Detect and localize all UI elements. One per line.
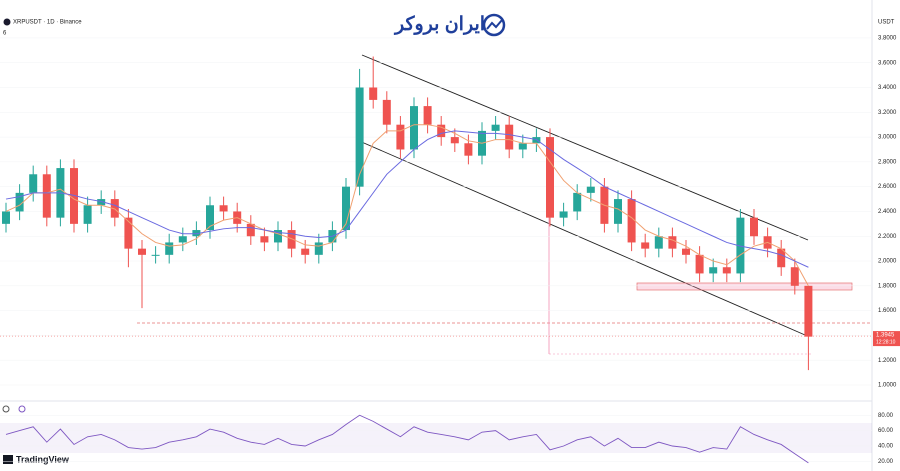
- moving-average: [5, 130, 809, 268]
- candle-body: [654, 236, 663, 249]
- tv-logo: [3, 455, 13, 464]
- candle-body: [274, 230, 282, 243]
- candle-body: [573, 192, 582, 212]
- zone: [636, 282, 853, 291]
- symbol-title: XRPUSDT · 1D · Binance: [13, 20, 82, 26]
- y-tick-label: 3.0000: [878, 135, 897, 141]
- candle-body: [709, 267, 718, 274]
- candle-body: [627, 199, 636, 243]
- indicator-count: 6: [3, 31, 7, 37]
- y-tick-label: 1.6000: [878, 308, 897, 314]
- candle-body: [668, 236, 677, 249]
- candle-body: [342, 186, 350, 231]
- brand-icon: [482, 13, 506, 37]
- visibility-icon: [2, 405, 10, 413]
- candle-body: [2, 211, 10, 224]
- brand-icon-line: [486, 19, 503, 30]
- candle-body: [410, 106, 418, 150]
- y-tick-label: 3.6000: [878, 60, 897, 66]
- indicator-icon: [18, 405, 26, 413]
- y-tick-label: 1.2000: [878, 358, 897, 364]
- channel-upper: [361, 54, 809, 241]
- candle-body: [804, 285, 813, 337]
- candle-body: [83, 205, 92, 224]
- symbol-icon: [3, 18, 11, 26]
- y-tick-label: 3.2000: [878, 110, 897, 116]
- candle-body: [15, 192, 24, 212]
- candle-body: [546, 137, 554, 218]
- candle-body: [695, 254, 704, 274]
- candle-body: [722, 267, 731, 274]
- candle-body: [464, 143, 473, 156]
- brand-logo: ایران بروکر: [393, 13, 506, 37]
- candle-body: [450, 137, 459, 144]
- last-price-label: 1.3945: [876, 333, 895, 339]
- candle-body: [559, 211, 568, 218]
- y-tick-label: 1.8000: [878, 283, 897, 289]
- y-tick-label: 2.6000: [878, 184, 897, 190]
- candle-body: [790, 267, 799, 286]
- candle-body: [70, 168, 78, 224]
- candle-body: [314, 242, 323, 255]
- footer-brand: TradingView: [16, 454, 70, 464]
- y-tick-label: 3.4000: [878, 85, 897, 91]
- channel-lower: [356, 139, 806, 336]
- last-price-box: [873, 331, 900, 347]
- candle-body: [29, 174, 38, 193]
- moving-average: [5, 124, 809, 287]
- candle-body: [246, 223, 255, 237]
- y-tick-label: 2.4000: [878, 209, 897, 215]
- candle-body: [396, 124, 405, 150]
- brand-name: ایران بروکر: [393, 14, 485, 35]
- candle-body: [287, 230, 296, 249]
- y-tick-label: 1.0000: [878, 383, 897, 389]
- candle-body: [110, 199, 119, 218]
- candle-body: [219, 205, 228, 212]
- candle-body: [491, 124, 500, 131]
- candle-body: [750, 217, 758, 237]
- candle-body: [437, 124, 446, 138]
- candle-body: [423, 106, 432, 125]
- y-tick-label: 2.8000: [878, 159, 897, 165]
- candle-body: [614, 199, 622, 224]
- candle-body: [682, 248, 690, 255]
- y-tick-label: 2.2000: [878, 234, 897, 240]
- candle-body: [192, 230, 201, 237]
- countdown: 12:28:10: [876, 339, 896, 345]
- rsi-line: [5, 414, 809, 464]
- candle-body: [260, 236, 269, 243]
- candle-body: [532, 137, 541, 144]
- candle-body: [165, 242, 174, 255]
- candle-body: [382, 99, 391, 125]
- candle-body: [777, 248, 786, 268]
- candle-body: [586, 186, 595, 193]
- candle-body: [518, 143, 527, 150]
- candle-body: [42, 174, 51, 218]
- y-tick-label: 80.00: [878, 413, 894, 419]
- candle-body: [301, 248, 310, 255]
- candle-body: [97, 199, 106, 206]
- candle-body: [355, 87, 364, 187]
- y-tick-label: 3.8000: [878, 36, 897, 42]
- candle-body: [124, 217, 133, 249]
- candle-body: [505, 124, 514, 150]
- candle-body: [151, 254, 160, 256]
- y-tick-label: 20.00: [878, 459, 894, 465]
- candle-body: [641, 242, 650, 249]
- candle-body: [369, 87, 378, 100]
- y-tick-label: 40.00: [878, 444, 894, 450]
- candle-body: [206, 205, 214, 231]
- y-tick-label: 60.00: [878, 428, 894, 434]
- candle-body: [736, 217, 745, 274]
- candle-body: [138, 248, 146, 255]
- rsi-band: [0, 423, 872, 453]
- currency: USDT: [878, 20, 895, 26]
- candle-body: [178, 236, 187, 243]
- y-tick-label: 2.0000: [878, 259, 897, 265]
